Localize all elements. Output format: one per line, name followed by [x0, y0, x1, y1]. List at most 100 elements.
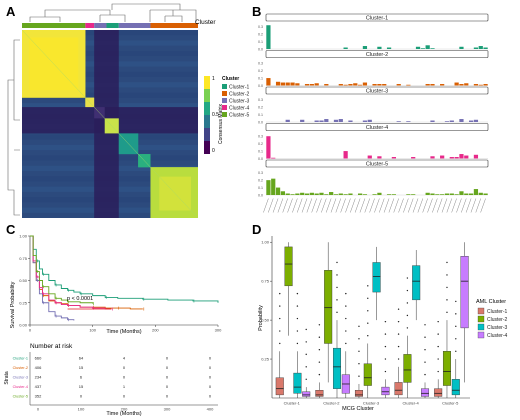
legend-swatch — [477, 331, 485, 339]
facet-ytick-label: 0.0 — [258, 84, 263, 88]
bar — [440, 155, 445, 159]
bar — [459, 84, 464, 86]
outlier — [424, 336, 426, 338]
bar — [304, 193, 310, 195]
outlier — [345, 330, 347, 332]
outlier — [336, 261, 338, 264]
bar — [440, 194, 445, 195]
bar — [285, 119, 290, 122]
bar — [430, 120, 435, 122]
risk-row-label: Cluster-2 — [13, 366, 28, 370]
risk-cell: 0 — [209, 394, 212, 399]
facet-strip — [265, 86, 489, 95]
bar — [324, 119, 329, 122]
x-category-tick — [287, 198, 293, 213]
outlier — [397, 320, 400, 323]
outlier — [437, 358, 439, 360]
bar — [386, 47, 392, 49]
bar — [411, 157, 416, 159]
bar — [362, 46, 368, 49]
x-category-tick — [446, 198, 453, 213]
heatmap-diagonal — [21, 29, 199, 219]
x-category-tick — [379, 198, 385, 213]
x-category-tick — [417, 198, 424, 213]
risk-xtick-label: 100 — [78, 407, 85, 412]
bar — [425, 192, 430, 195]
bar — [343, 151, 348, 159]
bar — [300, 192, 305, 195]
bar — [304, 84, 310, 86]
legend-label: Cluster-3 — [229, 99, 250, 105]
outlier — [384, 370, 387, 373]
outlier — [367, 310, 369, 312]
bar — [444, 121, 450, 122]
bar — [280, 191, 286, 195]
outlier — [455, 325, 457, 328]
risk-cell: 4 — [123, 356, 126, 361]
bar — [459, 191, 464, 195]
bar — [333, 194, 339, 195]
risk-cell: 1 — [123, 384, 126, 389]
bar — [473, 189, 479, 195]
outlier — [296, 305, 299, 307]
x-category-tick — [383, 198, 390, 213]
outlier — [358, 325, 360, 328]
x-category-tick — [316, 198, 322, 213]
outlier — [305, 366, 307, 368]
box — [315, 390, 324, 397]
outlier — [446, 261, 448, 264]
box — [412, 265, 421, 301]
bar — [382, 84, 387, 86]
outlier — [455, 338, 457, 340]
outlier — [397, 333, 400, 335]
x-category-tick — [470, 198, 477, 213]
bar — [473, 47, 479, 49]
box — [363, 363, 372, 386]
facet-strip — [265, 159, 489, 168]
outlier — [384, 333, 387, 335]
facet-title: Cluster-2 — [366, 52, 388, 58]
bar — [415, 46, 421, 49]
bar — [449, 193, 454, 195]
outlier — [437, 333, 439, 335]
outlier — [446, 286, 448, 289]
bar — [372, 84, 377, 86]
bar — [329, 192, 334, 195]
outlier — [406, 289, 409, 292]
outlier — [358, 350, 360, 352]
facet-title: Cluster-3 — [366, 89, 388, 95]
x-category-tick — [398, 198, 404, 213]
panel-c-survival: 0.00 0.25 0.50 0.75 1.00 0 100 200 300 — [19, 234, 222, 333]
risk-cell: 15 — [79, 384, 84, 389]
bar — [290, 82, 295, 86]
boxplot-category-label: Cluster-1 — [284, 401, 301, 406]
bar — [464, 155, 469, 159]
legend-swatch — [222, 98, 227, 103]
outlier — [384, 345, 387, 348]
boxplot-ytick-label: 1.00 — [261, 240, 270, 245]
risk-cell: 64 — [79, 356, 84, 361]
outlier — [358, 375, 360, 377]
box — [332, 347, 342, 389]
colorbar-step — [204, 128, 210, 141]
bar — [348, 84, 353, 86]
bar — [391, 194, 397, 195]
boxplot-ytick-label: 0.50 — [261, 318, 270, 323]
outlier — [296, 317, 299, 320]
outlier — [406, 327, 409, 329]
bar — [348, 193, 353, 195]
risk-cell: 0 — [209, 365, 212, 370]
survival-xlabel: Time (Months) — [106, 329, 141, 335]
x-category-tick — [436, 198, 443, 213]
bar — [406, 121, 411, 122]
box — [421, 388, 430, 397]
dendrogram-side — [7, 39, 20, 216]
legend-label: Cluster-1 — [487, 309, 508, 315]
x-category-tick — [475, 198, 481, 213]
facet-ytick-label: 0.3 — [258, 135, 263, 139]
bar — [367, 155, 372, 159]
bar — [430, 48, 435, 49]
survival-curve — [30, 235, 94, 304]
box — [460, 256, 469, 329]
facet-ytick-label: 0.3 — [258, 98, 263, 102]
